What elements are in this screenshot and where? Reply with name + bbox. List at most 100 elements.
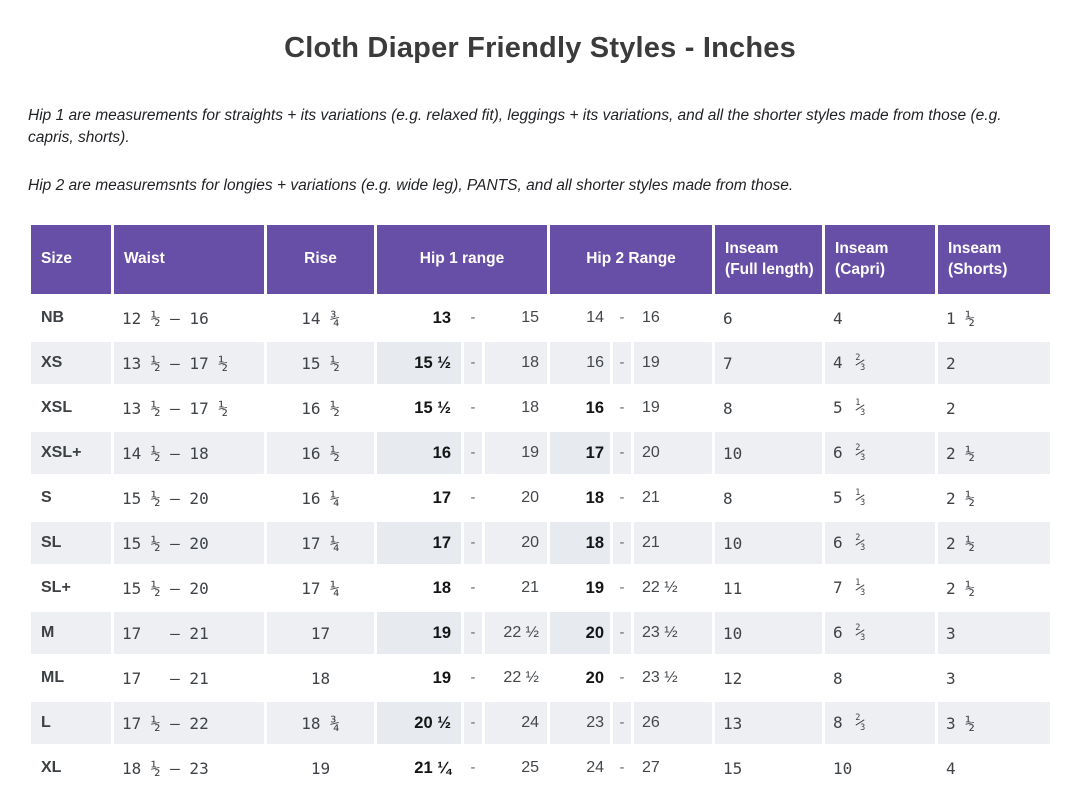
table-row-ml: ML 17 – 21 18 19-22 ½ 20-23 ½ 12 8 3	[31, 657, 1050, 699]
cell-hip2-min: 20	[550, 612, 611, 655]
cell-hip1-dash: -	[464, 432, 482, 475]
size-table-body: NB 12 ½ – 16 14 ¾ 13-15 14-16 6 4 1 ½ XS 13 ½ – 1…	[31, 297, 1051, 789]
cell-rise: 16 ¼	[301, 488, 340, 508]
cell-hip2-dash: -	[617, 580, 627, 597]
cell-waist: 12 ½ – 16	[122, 308, 209, 328]
cell-hip2-max: 23 ½	[642, 669, 678, 687]
cell-hip1-max: 18	[485, 342, 548, 385]
cell-rise: 16 ½	[301, 398, 340, 418]
cell-hip2-min: 16	[550, 342, 611, 385]
cell-hip1-dash: -	[468, 400, 478, 417]
cell-size: XL	[41, 759, 62, 777]
cell-hip2-max: 27	[642, 759, 660, 777]
cell-inseam-full: 11	[723, 578, 743, 598]
header-inseam-capri: Inseam (Capri)	[825, 225, 936, 295]
size-chart-table: Size Waist Rise Hip 1 range Hip 2 Range …	[28, 222, 1053, 792]
cell-size: NB	[41, 309, 65, 327]
cell-hip1-max: 20	[521, 489, 540, 507]
table-header: Size Waist Rise Hip 1 range Hip 2 Range …	[31, 225, 1051, 295]
cell-rise: 17	[267, 612, 374, 655]
cell-hip1-min: 18	[432, 578, 451, 597]
cell-hip2-min: 14	[586, 309, 605, 327]
cell-inseam-shorts: 2 ½	[938, 432, 1051, 475]
cell-hip1-max: 20	[485, 522, 548, 565]
cell-hip2-max: 16	[642, 309, 660, 327]
cell-inseam-full: 13	[715, 702, 823, 745]
cell-rise: 15 ½	[267, 342, 374, 385]
cell-hip2-min: 20	[585, 668, 605, 687]
cell-hip2-dash: -	[617, 760, 627, 777]
cell-size: M	[31, 612, 111, 655]
cell-inseam-full: 12	[723, 668, 743, 688]
cell-hip2-min: 18	[550, 522, 611, 565]
cell-inseam-shorts: 1 ½	[946, 308, 975, 328]
cell-hip1-dash: -	[464, 342, 482, 385]
cell-hip2-dash: -	[613, 702, 632, 745]
cell-hip1-dash: -	[468, 310, 478, 327]
cell-hip2-max: 22 ½	[642, 579, 678, 597]
cell-hip2-min: 19	[585, 578, 605, 597]
cell-inseam-full: 10	[715, 612, 823, 655]
cell-inseam-shorts: 4	[946, 758, 956, 778]
cell-rise: 18 ¾	[267, 702, 374, 745]
cell-waist: 14 ½ – 18	[114, 432, 264, 475]
table-row-nb: NB 12 ½ – 16 14 ¾ 13-15 14-16 6 4 1 ½	[31, 297, 1050, 339]
cell-hip1-min: 20 ½	[377, 702, 461, 745]
cell-hip2-dash: -	[617, 670, 627, 687]
header-hip1-range: Hip 1 range	[377, 225, 548, 295]
cell-hip2-max: 23 ½	[634, 612, 713, 655]
cell-hip1-min: 19	[377, 612, 461, 655]
cell-hip1-max: 22 ½	[503, 669, 540, 687]
cell-inseam-shorts: 2	[938, 342, 1051, 385]
cell-hip2-min: 18	[585, 488, 605, 507]
cell-hip1-max: 18	[521, 399, 540, 417]
cell-size: XSL	[41, 399, 73, 417]
cell-waist: 18 ½ – 23	[122, 758, 209, 778]
note-hip1: Hip 1 are measurements for straights + i…	[28, 107, 1002, 147]
cell-hip1-min: 15 ½	[377, 342, 461, 385]
cell-waist: 17 – 21	[114, 612, 264, 655]
cell-inseam-shorts: 3	[938, 612, 1051, 655]
cell-hip1-dash: -	[468, 580, 478, 597]
cell-waist: 13 ½ – 17 ½	[122, 398, 228, 418]
cell-size: S	[41, 489, 52, 507]
header-inseam-full: Inseam (Full length)	[715, 225, 823, 295]
page-title: Cloth Diaper Friendly Styles - Inches	[284, 32, 796, 64]
cell-hip1-max: 21	[521, 579, 540, 597]
cell-size: SL+	[41, 579, 71, 597]
cell-hip2-dash: -	[613, 342, 632, 385]
cell-rise: 19	[310, 758, 331, 778]
header-inseam-shorts: Inseam (Shorts)	[938, 225, 1051, 295]
header-row: Size Waist Rise Hip 1 range Hip 2 Range …	[31, 225, 1051, 295]
cell-hip1-dash: -	[464, 612, 482, 655]
cell-waist: 15 ½ – 20	[114, 522, 264, 565]
cell-hip2-min: 24	[586, 759, 605, 777]
cell-inseam-shorts: 2 ½	[946, 578, 975, 598]
cell-hip1-dash: -	[468, 670, 478, 687]
table-row-xl: XL 18 ½ – 23 19 21 ¼ -25 24-27 15 10 4	[31, 747, 1050, 789]
cell-hip2-dash: -	[617, 490, 627, 507]
cell-hip2-min: 16	[585, 398, 605, 417]
cell-hip1-max: 19	[485, 432, 548, 475]
cell-inseam-shorts: 3	[946, 668, 956, 688]
cell-hip2-max: 20	[634, 432, 713, 475]
cell-size: ML	[41, 669, 65, 687]
cell-inseam-full: 7	[715, 342, 823, 385]
header-size: Size	[31, 225, 111, 295]
cell-hip2-max: 21	[642, 489, 660, 507]
cell-hip1-min: 15 ½	[414, 398, 451, 417]
cell-waist: 15 ½ – 20	[122, 488, 209, 508]
cell-rise: 16 ½	[267, 432, 374, 475]
cell-hip1-max: 24	[485, 702, 548, 745]
